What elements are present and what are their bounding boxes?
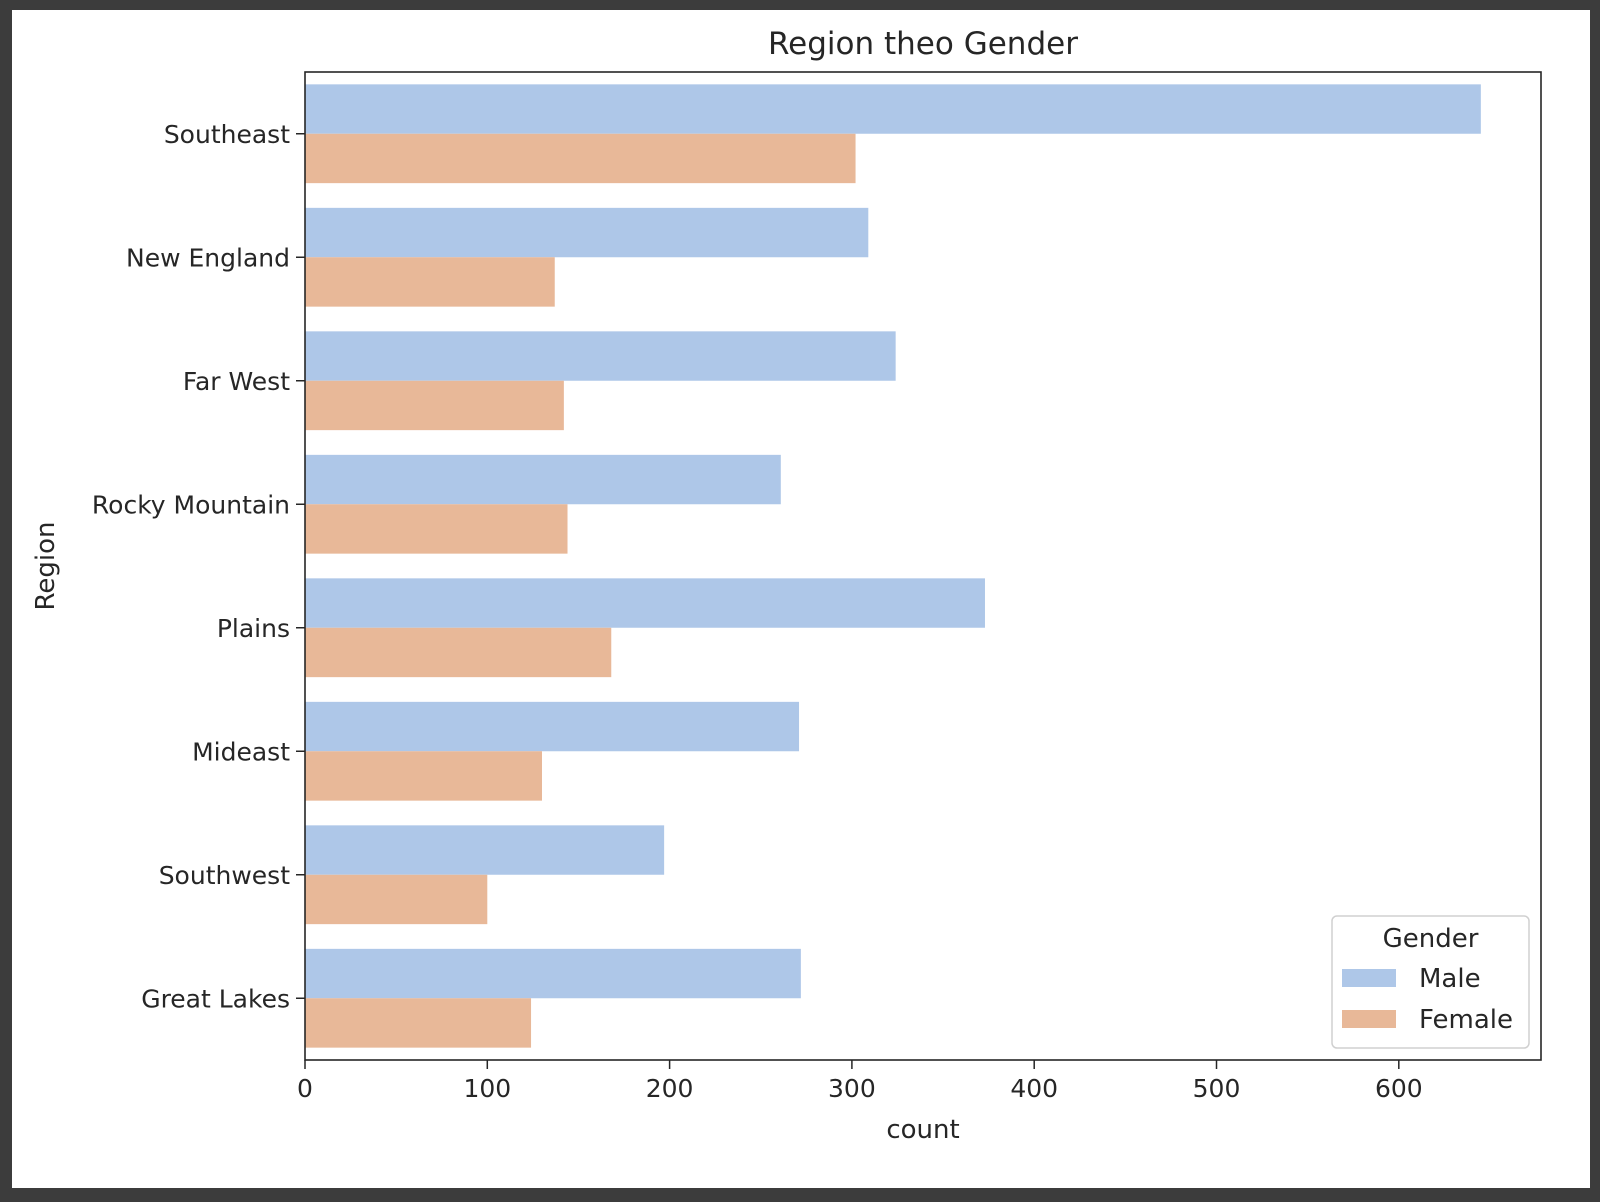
bar-southwest-female (305, 874, 488, 925)
y-tick-label: Far West (183, 367, 290, 396)
plot-frame (304, 71, 1542, 1061)
bar-rocky-mountain-male (305, 454, 781, 505)
x-tick-label: 100 (463, 1074, 511, 1103)
chart-title: Region theo Gender (768, 26, 1078, 62)
bar-southeast-female (305, 133, 856, 184)
legend-items: Male Female (1342, 964, 1513, 1035)
x-tick-label: 0 (297, 1074, 313, 1103)
y-tick-label: Southeast (164, 120, 290, 149)
bar-southwest-male (305, 825, 665, 875)
legend-label-male: Male (1419, 964, 1481, 994)
x-tick-label: 400 (1010, 1074, 1058, 1103)
bar-far-west-female (305, 380, 564, 431)
legend-swatch-male (1342, 969, 1396, 987)
bar-new-england-female (305, 257, 555, 307)
bar-mideast-female (305, 751, 542, 801)
bar-southeast-male (305, 84, 1481, 134)
y-axis-title: Region (31, 521, 61, 610)
x-tick-label: 600 (1375, 1074, 1423, 1103)
bar-far-west-male (305, 331, 896, 381)
y-tick-label: Southwest (159, 861, 291, 890)
x-axis-title: count (886, 1115, 959, 1145)
x-tick-label: 200 (646, 1074, 694, 1103)
bar-new-england-male (305, 207, 869, 258)
x-tick-label: 300 (828, 1074, 876, 1103)
y-tick-label: Plains (217, 614, 290, 643)
y-tick-label: Mideast (192, 737, 290, 766)
legend-label-female: Female (1419, 1005, 1513, 1035)
bar-plains-female (305, 627, 612, 678)
x-axis-ticks: 0 100 200 300 400 500 600 (297, 1060, 1423, 1103)
x-tick-label: 500 (1193, 1074, 1241, 1103)
legend-swatch-female (1342, 1010, 1396, 1028)
y-tick-label: Rocky Mountain (92, 490, 290, 519)
y-tick-label: New England (126, 243, 290, 272)
bar-great-lakes-female (305, 998, 532, 1048)
bars-group (305, 84, 1481, 1048)
legend-title: Gender (1383, 924, 1479, 954)
bar-mideast-male (305, 701, 800, 752)
legend: Gender Male Female (1331, 915, 1530, 1049)
bar-rocky-mountain-female (305, 504, 568, 554)
y-axis-ticks: Southeast New England Far West Rocky Mounta… (92, 120, 305, 1013)
y-tick-label: Great Lakes (141, 984, 290, 1013)
region-gender-chart: Region theo Gender Southeast New England F… (31, 26, 1542, 1145)
bar-great-lakes-male (305, 948, 801, 999)
bar-plains-male (305, 578, 985, 628)
figure-frame: Region theo Gender Southeast New England F… (12, 10, 1590, 1188)
